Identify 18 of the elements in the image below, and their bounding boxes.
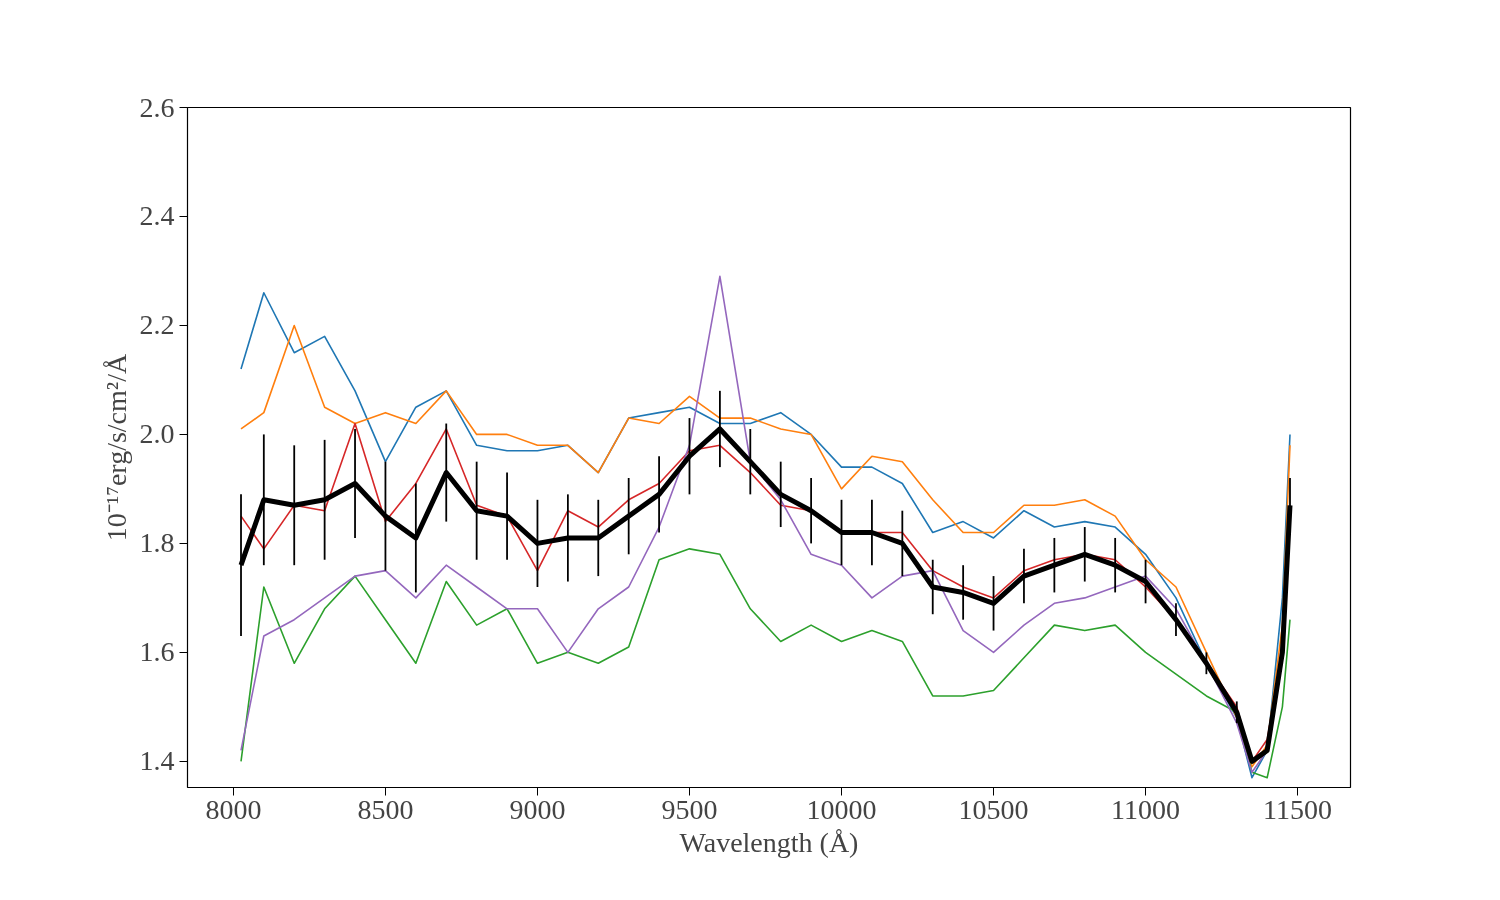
x-tick-label: 9500 <box>661 793 718 825</box>
x-tick-label: 8500 <box>357 793 414 825</box>
x-tick-label: 10500 <box>958 793 1029 825</box>
x-tick-label: 8000 <box>205 793 262 825</box>
y-axis-title: 10⁻¹⁷erg/s/cm²/Å <box>100 352 132 542</box>
line-series <box>240 548 1291 779</box>
x-tick-label: 11000 <box>1111 793 1181 825</box>
y-tick-label: 2.6 <box>139 91 175 123</box>
y-tick-label: 2.0 <box>139 418 175 450</box>
y-tick-label: 2.2 <box>139 309 175 341</box>
y-tick-label: 1.4 <box>139 745 175 777</box>
x-tick-label: 9000 <box>509 793 566 825</box>
x-tick-label: 11500 <box>1263 793 1333 825</box>
x-axis-title: Wavelength (Å) <box>679 826 859 858</box>
y-tick-label: 2.4 <box>139 200 175 232</box>
x-tick-label: 10000 <box>806 793 877 825</box>
y-tick-label: 1.6 <box>139 636 175 668</box>
y-tick-label: 1.8 <box>139 527 175 559</box>
